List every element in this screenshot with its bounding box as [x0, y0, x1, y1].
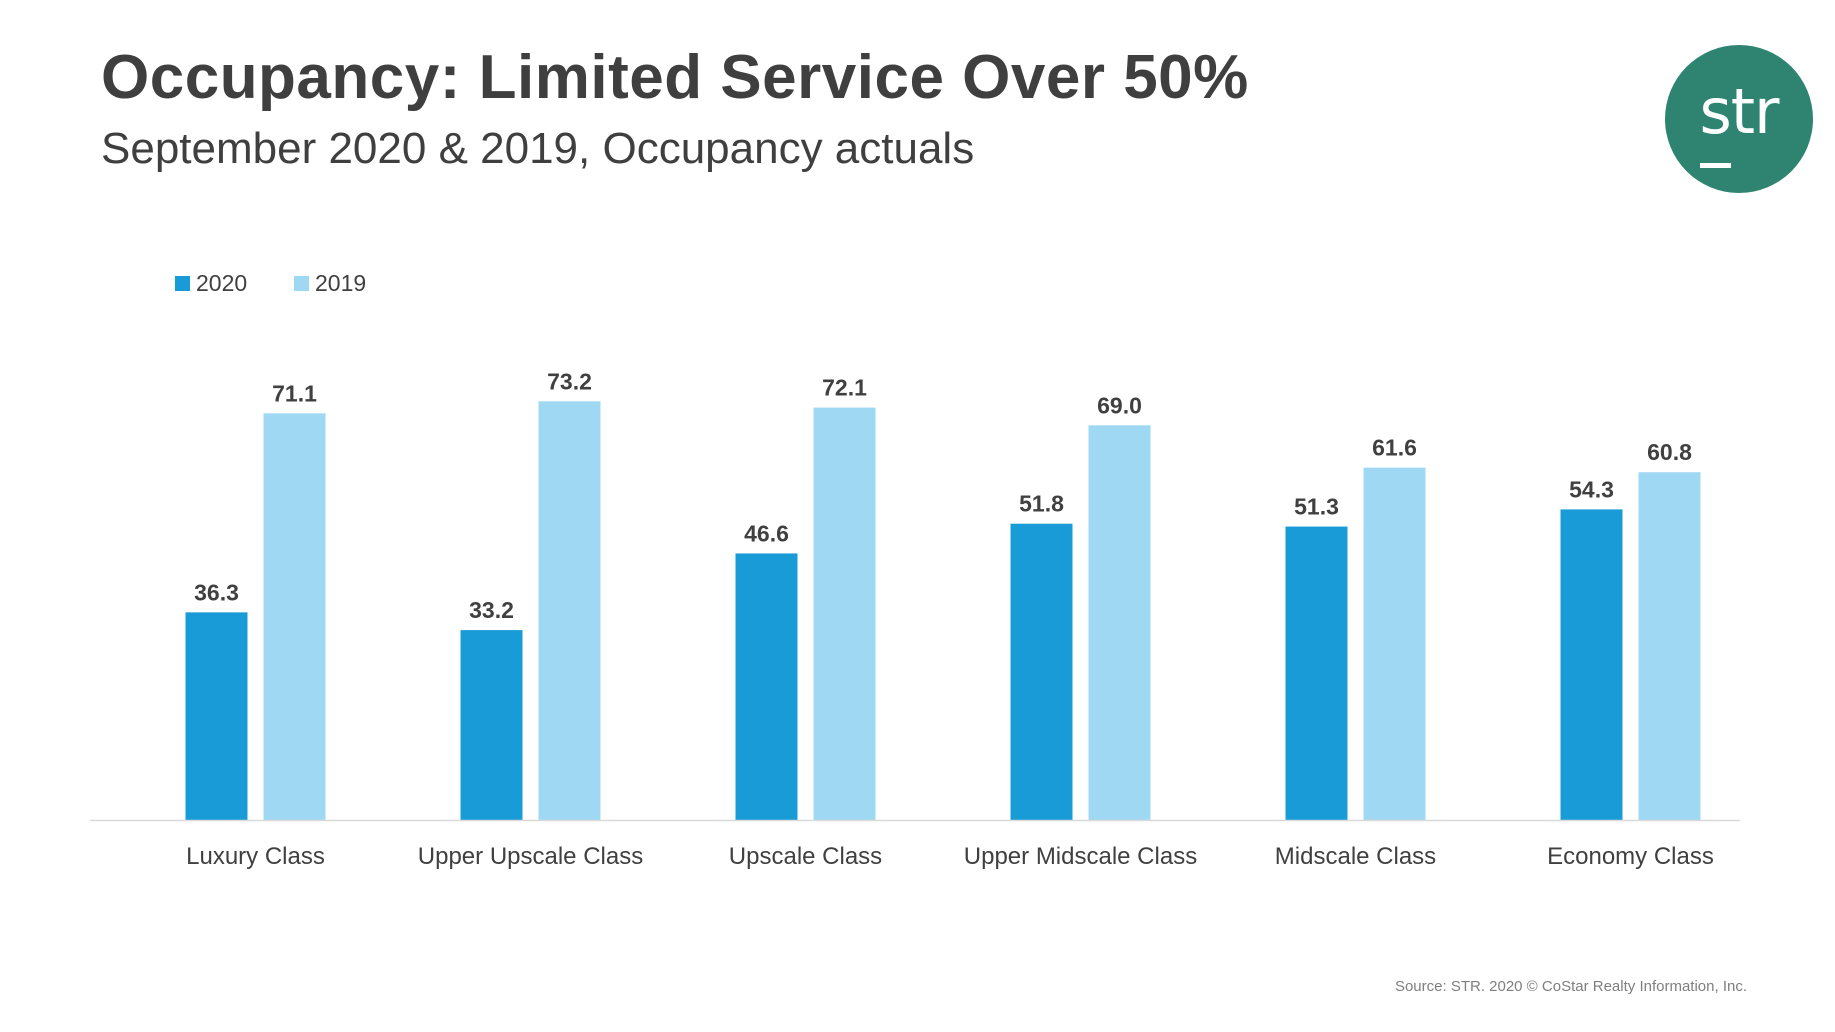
data-label-2020-upper-upscale-class: 33.2 — [469, 597, 514, 623]
bar-2020-upscale-class — [735, 553, 798, 820]
legend-swatch-2020 — [175, 276, 190, 291]
data-label-2020-economy-class: 54.3 — [1569, 476, 1614, 502]
chart-subtitle: September 2020 & 2019, Occupancy actuals — [101, 124, 975, 173]
bar-2019-upscale-class — [813, 407, 876, 820]
source-note: Source: STR. 2020 © CoStar Realty Inform… — [1394, 978, 1747, 995]
x-tick-label-upper-upscale-class: Upper Upscale Class — [418, 843, 643, 870]
data-label-2020-upper-midscale-class: 51.8 — [1019, 491, 1064, 517]
x-tick-label-upscale-class: Upscale Class — [729, 843, 882, 870]
data-label-2020-midscale-class: 51.3 — [1294, 494, 1339, 520]
bar-2019-economy-class — [1638, 472, 1701, 820]
x-tick-label-midscale-class: Midscale Class — [1275, 843, 1436, 870]
str-logo-underline — [1700, 163, 1731, 168]
data-label-2019-upper-midscale-class: 69.0 — [1097, 392, 1142, 418]
data-label-2019-midscale-class: 61.6 — [1372, 435, 1417, 461]
data-label-2019-luxury-class: 71.1 — [272, 380, 317, 406]
x-tick-label-luxury-class: Luxury Class — [186, 843, 325, 870]
bar-2020-upper-midscale-class — [1010, 523, 1073, 820]
legend-label-2020: 2020 — [196, 270, 247, 296]
legend-swatch-2019 — [294, 276, 309, 291]
x-tick-label-economy-class: Economy Class — [1547, 843, 1714, 870]
data-label-2019-economy-class: 60.8 — [1647, 439, 1692, 465]
chart-title: Occupancy: Limited Service Over 50% — [101, 43, 1249, 112]
bar-2019-luxury-class — [263, 413, 326, 820]
bar-2020-luxury-class — [185, 612, 248, 820]
data-label-2019-upper-upscale-class: 73.2 — [547, 368, 592, 394]
str-logo: str — [1665, 45, 1813, 193]
bar-2019-upper-upscale-class — [538, 401, 601, 820]
bar-2020-upper-upscale-class — [460, 630, 523, 820]
bar-2019-midscale-class — [1363, 467, 1426, 820]
bar-2020-economy-class — [1560, 509, 1623, 820]
x-tick-label-upper-midscale-class: Upper Midscale Class — [964, 843, 1197, 870]
legend-label-2019: 2019 — [315, 270, 366, 296]
data-label-2020-luxury-class: 36.3 — [194, 579, 239, 605]
bar-2020-midscale-class — [1285, 526, 1348, 820]
data-label-2019-upscale-class: 72.1 — [822, 375, 867, 401]
data-label-2020-upscale-class: 46.6 — [744, 520, 789, 546]
str-logo-text: str — [1699, 75, 1779, 148]
bar-2019-upper-midscale-class — [1088, 425, 1151, 820]
